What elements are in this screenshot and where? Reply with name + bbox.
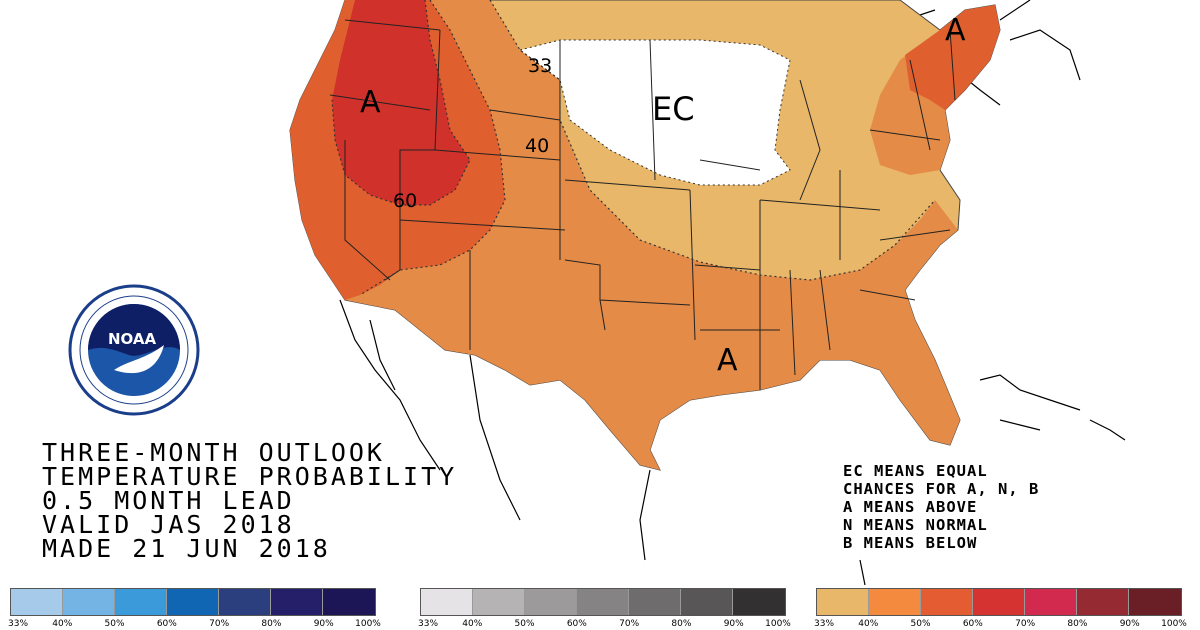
noaa-logo: NOAA [68,284,200,416]
legend-note-2: CHANCES FOR A, N, B [843,480,1040,498]
title-line-2: TEMPERATURE PROBABILITY [42,462,458,491]
contour-label-40: 40 [525,135,549,157]
ec-legend-notes: EC MEANS EQUAL CHANCES FOR A, N, B A MEA… [843,462,1039,552]
below-tick-label: 80% [261,619,282,629]
below-swatch-3 [115,589,167,615]
above-swatch-2 [869,589,921,615]
normal-tick-label: 50% [514,619,535,629]
region-label-midwest: EC [652,90,695,128]
below-tick-label: 90% [313,619,334,629]
below-tick-label: 50% [104,619,125,629]
normal-swatch-4 [577,589,629,615]
normal-tick-label: 80% [671,619,692,629]
normal-swatch-5 [629,589,681,615]
normal-tick-label: 90% [723,619,744,629]
normal-tick-label: 100% [765,619,791,629]
svg-text:NOAA: NOAA [108,330,157,348]
title-line-4: VALID JAS 2018 [42,510,295,539]
below-tick-label: 100% [355,619,381,629]
legend-note-1: EC MEANS EQUAL [843,462,988,480]
below-tick-label: 33% [7,619,29,629]
ec-region [518,39,791,186]
above-swatch-1 [817,589,869,615]
region-label-west: A [360,85,381,120]
normal-tick-label: 40% [462,619,483,629]
above-tick-label: 60% [962,619,983,629]
above-tick-label: 50% [910,619,931,629]
above-tick-label: 90% [1119,619,1140,629]
above-tick-label: 40% [858,619,879,629]
normal-color-scale [420,588,786,616]
above-swatch-7 [1129,589,1181,615]
above-swatch-4 [973,589,1025,615]
below-swatch-1 [11,589,63,615]
legend-note-4: N MEANS NORMAL [843,516,988,534]
below-tick-label: 60% [156,619,177,629]
normal-tick-label: 60% [566,619,587,629]
below-swatch-7 [323,589,375,615]
normal-swatch-7 [733,589,785,615]
normal-scale-ticks: 33% 40% 50% 60% 70% 80% 90% 100% [417,619,791,630]
below-swatch-6 [271,589,323,615]
legend-note-5: B MEANS BELOW [843,534,978,552]
probability-contours [331,0,936,296]
above-normal-scale-ticks: 33% 40% 50% 60% 70% 80% 90% 100% [813,619,1187,630]
normal-tick-label: 33% [417,619,439,629]
legend-note-3: A MEANS ABOVE [843,498,978,516]
above-swatch-5 [1025,589,1077,615]
above-tick-label: 70% [1015,619,1036,629]
title-line-3: 0.5 MONTH LEAD [42,486,295,515]
region-label-gulf: A [717,343,738,378]
normal-swatch-6 [681,589,733,615]
above-tick-label: 33% [813,619,835,629]
mexico-caribbean-outlines [339,299,1126,586]
normal-tick-label: 70% [619,619,640,629]
below-swatch-2 [63,589,115,615]
above-tick-label: 80% [1067,619,1088,629]
above-tick-label: 100% [1161,619,1187,629]
below-swatch-4 [167,589,219,615]
northeast-above-50 [905,5,1000,110]
above-normal-color-scale [816,588,1182,616]
below-swatch-5 [219,589,271,615]
contour-label-33: 33 [528,55,552,77]
region-label-northeast: A [945,13,966,48]
title-line-1: THREE-MONTH OUTLOOK [42,438,385,467]
normal-swatch-1 [421,589,473,615]
outlook-title-block: THREE-MONTH OUTLOOK TEMPERATURE PROBABIL… [42,438,458,563]
title-line-5: MADE 21 JUN 2018 [42,534,331,563]
contour-label-60: 60 [393,190,417,212]
below-tick-label: 70% [209,619,230,629]
above-swatch-3 [921,589,973,615]
below-normal-color-scale [10,588,376,616]
normal-swatch-2 [473,589,525,615]
below-normal-scale-ticks: 33% 40% 50% 60% 70% 80% 90% 100% [7,619,381,630]
below-tick-label: 40% [52,619,73,629]
conus-above-60 [332,0,470,205]
normal-swatch-3 [525,589,577,615]
above-swatch-6 [1077,589,1129,615]
